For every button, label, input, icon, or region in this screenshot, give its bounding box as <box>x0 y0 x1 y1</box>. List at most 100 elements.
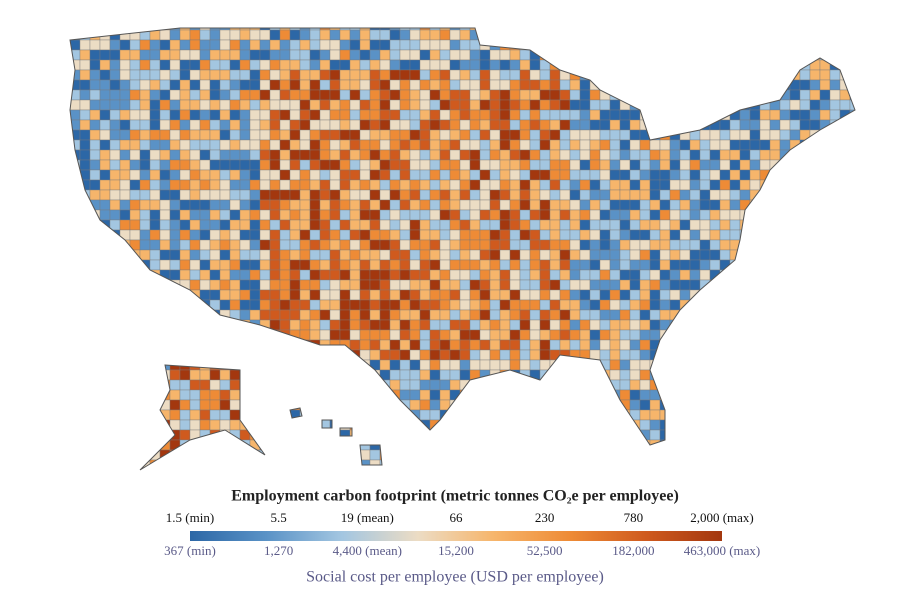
county <box>139 339 151 351</box>
county <box>519 219 531 231</box>
county <box>309 349 321 361</box>
county <box>269 429 281 441</box>
county <box>559 59 571 71</box>
county <box>749 89 761 101</box>
county <box>289 139 301 151</box>
county <box>89 429 101 441</box>
county <box>139 309 151 321</box>
county <box>439 79 451 91</box>
county <box>99 29 111 41</box>
county <box>559 199 571 211</box>
county <box>639 239 651 251</box>
county <box>860 460 870 470</box>
county <box>299 179 311 191</box>
county <box>279 69 291 81</box>
county <box>449 149 461 161</box>
county <box>369 309 381 321</box>
county <box>229 449 241 461</box>
county <box>229 179 241 191</box>
county <box>719 239 731 251</box>
county <box>719 419 731 431</box>
county <box>409 189 421 201</box>
county <box>369 179 381 191</box>
county <box>649 289 661 301</box>
county <box>269 179 281 191</box>
county <box>299 89 311 101</box>
county <box>109 359 121 371</box>
county <box>379 69 391 81</box>
county <box>669 249 681 261</box>
county <box>409 139 421 151</box>
county <box>239 229 251 241</box>
county <box>559 219 571 231</box>
county <box>619 369 631 381</box>
county <box>379 399 391 411</box>
county <box>759 469 771 470</box>
county <box>249 469 261 470</box>
county <box>719 229 731 241</box>
county <box>629 359 641 371</box>
county <box>219 299 231 311</box>
county <box>839 129 851 141</box>
county <box>279 89 291 101</box>
county <box>549 169 561 181</box>
county <box>559 309 571 321</box>
county <box>89 29 101 41</box>
county <box>769 169 781 181</box>
county <box>709 369 721 381</box>
county <box>469 269 481 281</box>
county <box>709 469 721 470</box>
county <box>129 129 141 141</box>
county <box>699 169 711 181</box>
county <box>729 159 741 171</box>
county <box>629 239 641 251</box>
county <box>559 169 571 181</box>
county <box>129 28 141 31</box>
county <box>729 199 741 211</box>
county <box>299 349 311 361</box>
county <box>609 149 621 161</box>
county <box>649 149 661 161</box>
county <box>539 289 551 301</box>
county <box>299 169 311 181</box>
county <box>799 149 811 161</box>
county <box>149 159 161 171</box>
county <box>89 139 101 151</box>
county <box>599 259 611 271</box>
county <box>319 69 331 81</box>
county <box>389 419 401 431</box>
county <box>489 339 501 351</box>
county <box>369 359 381 371</box>
county <box>749 339 761 351</box>
county <box>379 89 391 101</box>
county <box>709 319 721 331</box>
county <box>469 409 481 421</box>
county <box>839 28 851 31</box>
county <box>70 129 81 141</box>
county <box>539 319 551 331</box>
county <box>299 319 311 331</box>
county <box>629 149 641 161</box>
county <box>79 59 91 71</box>
county <box>429 49 441 61</box>
county <box>269 139 281 151</box>
county <box>439 129 451 141</box>
county <box>719 29 731 41</box>
county <box>479 28 491 31</box>
county <box>829 129 841 141</box>
county <box>809 459 821 470</box>
county <box>639 319 651 331</box>
county <box>419 59 431 71</box>
county <box>769 459 781 470</box>
county <box>809 109 821 121</box>
county <box>359 389 371 401</box>
county <box>499 299 511 311</box>
county <box>409 349 421 361</box>
county <box>699 349 711 361</box>
county <box>739 249 751 261</box>
county <box>709 229 721 241</box>
county <box>729 79 741 91</box>
county <box>329 459 341 470</box>
county <box>819 419 831 431</box>
county <box>719 289 731 301</box>
